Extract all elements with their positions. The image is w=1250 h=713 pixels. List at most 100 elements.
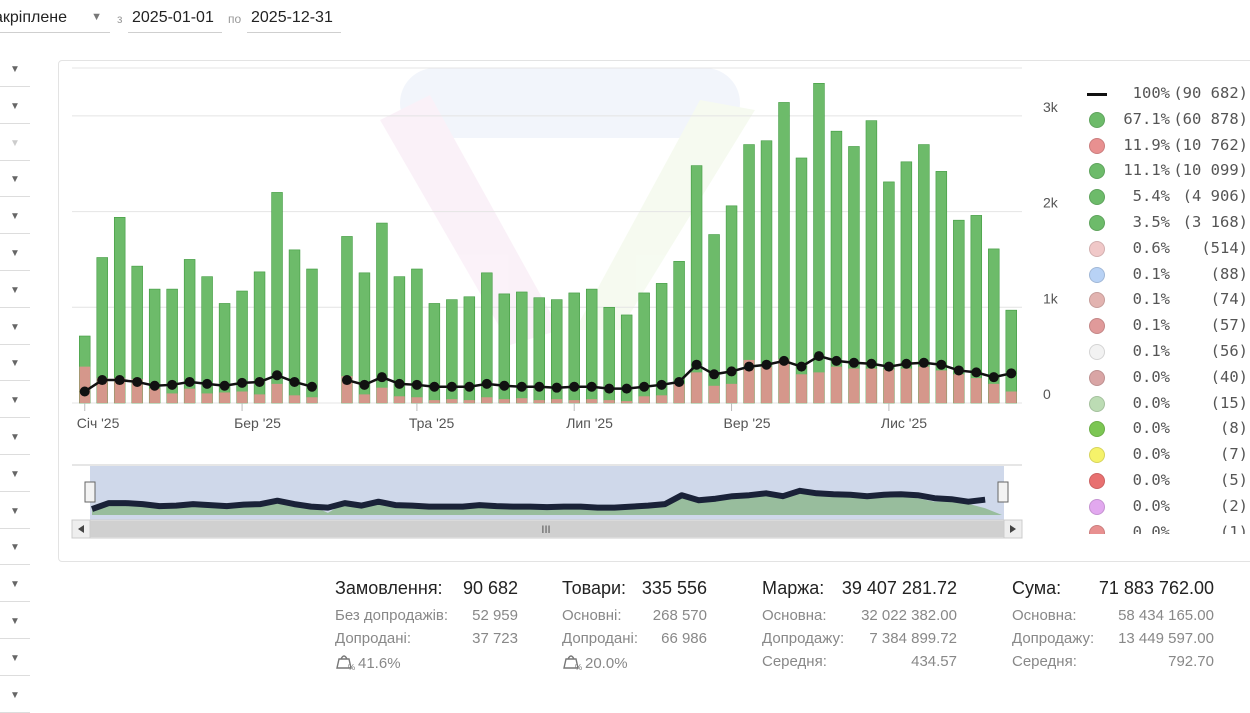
mode-select[interactable]: акріплене ▼ <box>0 6 110 33</box>
filter-select[interactable]: ▼ <box>0 50 30 87</box>
line-point[interactable] <box>691 359 702 370</box>
filter-select[interactable]: ▼ <box>0 160 30 198</box>
line-point[interactable] <box>604 383 615 394</box>
legend-item[interactable]: 11.9% (10 762) <box>1083 134 1250 160</box>
filter-select[interactable]: ▼ <box>0 492 30 529</box>
line-point[interactable] <box>953 365 964 376</box>
line-point[interactable] <box>569 381 580 392</box>
filter-select[interactable]: ▼ <box>0 639 30 676</box>
line-point[interactable] <box>726 366 737 377</box>
legend-item[interactable]: 0.0% (2) <box>1083 495 1250 521</box>
line-point[interactable] <box>883 361 894 372</box>
filter-select[interactable]: ▼ <box>0 234 30 271</box>
filter-select[interactable]: ▼ <box>0 344 30 382</box>
line-point[interactable] <box>656 379 667 390</box>
line-point[interactable] <box>534 381 545 392</box>
line-point[interactable] <box>376 372 387 383</box>
line-point[interactable] <box>761 359 772 370</box>
legend-count: (88) <box>1210 264 1248 283</box>
line-point[interactable] <box>184 376 195 387</box>
legend-item[interactable]: 0.0% (1) <box>1083 521 1250 534</box>
line-point[interactable] <box>237 377 248 388</box>
legend-item[interactable]: 0.6% (514) <box>1083 237 1250 263</box>
line-point[interactable] <box>219 380 230 391</box>
filter-select[interactable]: ▼ <box>0 602 30 639</box>
line-point[interactable] <box>411 379 422 390</box>
line-point[interactable] <box>202 378 213 389</box>
filter-select[interactable]: ▼ <box>0 271 30 308</box>
line-point[interactable] <box>586 381 597 392</box>
filter-select[interactable]: ▼ <box>0 418 30 455</box>
legend-item[interactable]: 0.0% (8) <box>1083 417 1250 443</box>
line-point[interactable] <box>1006 368 1017 379</box>
legend-item[interactable]: 11.1% (10 099) <box>1083 159 1250 185</box>
line-point[interactable] <box>796 361 807 372</box>
stat-label: Середня: <box>1012 653 1077 670</box>
line-point[interactable] <box>779 355 789 366</box>
legend-item[interactable]: 67.1% (60 878) <box>1083 108 1250 134</box>
scrollbar-thumb[interactable] <box>90 521 1004 537</box>
legend-item[interactable]: 0.1% (57) <box>1083 314 1250 340</box>
line-point[interactable] <box>901 358 912 369</box>
line-point[interactable] <box>272 370 283 381</box>
navigator-right-handle[interactable] <box>997 481 1009 503</box>
legend-item[interactable]: 3.5% (3 168) <box>1083 211 1250 237</box>
legend-item[interactable]: 0.1% (56) <box>1083 340 1250 366</box>
line-point[interactable] <box>516 381 527 392</box>
bar-upsell-segment <box>568 400 580 403</box>
filter-select[interactable]: ▼ <box>0 381 30 419</box>
filter-select[interactable]: ▼ <box>0 528 30 566</box>
line-point[interactable] <box>289 376 300 387</box>
line-point[interactable] <box>918 357 929 368</box>
line-point[interactable] <box>674 376 685 387</box>
legend-item[interactable]: 0.0% (7) <box>1083 443 1250 469</box>
line-point[interactable] <box>114 375 125 386</box>
line-point[interactable] <box>132 376 143 387</box>
line-point[interactable] <box>341 375 352 386</box>
legend-item[interactable]: 0.0% (5) <box>1083 469 1250 495</box>
to-date-input[interactable]: 2025-12-31 <box>247 6 341 33</box>
filter-select[interactable]: ▼ <box>0 124 30 161</box>
line-point[interactable] <box>831 355 842 366</box>
line-point[interactable] <box>254 376 265 387</box>
line-point[interactable] <box>551 382 562 393</box>
legend-item[interactable]: 0.1% (74) <box>1083 288 1250 314</box>
line-point[interactable] <box>359 379 370 390</box>
filter-select[interactable]: ▼ <box>0 87 30 124</box>
filter-select[interactable]: ▼ <box>0 455 30 492</box>
line-point[interactable] <box>621 383 632 394</box>
line-point[interactable] <box>167 379 178 390</box>
line-point[interactable] <box>639 381 650 392</box>
filter-select[interactable]: ▼ <box>0 308 30 345</box>
line-point[interactable] <box>79 386 90 397</box>
line-point[interactable] <box>307 381 317 392</box>
legend-item[interactable]: 0.0% (40) <box>1083 366 1250 392</box>
line-point[interactable] <box>429 381 440 392</box>
line-point[interactable] <box>481 378 492 389</box>
line-point[interactable] <box>97 375 108 386</box>
legend-item[interactable]: 5.4% (4 906) <box>1083 185 1250 211</box>
line-point[interactable] <box>866 358 877 369</box>
line-point[interactable] <box>936 359 947 370</box>
line-point[interactable] <box>813 351 824 362</box>
line-point[interactable] <box>446 381 457 392</box>
from-date-input[interactable]: 2025-01-01 <box>128 6 222 33</box>
range-navigator[interactable] <box>72 464 1022 520</box>
line-point[interactable] <box>149 380 160 391</box>
line-point[interactable] <box>848 357 859 368</box>
line-point[interactable] <box>744 361 755 372</box>
filter-select[interactable]: ▼ <box>0 197 30 235</box>
navigator-scrollbar[interactable]: III <box>71 519 1023 539</box>
bar[interactable] <box>1005 309 1017 404</box>
legend-item[interactable]: 100% (90 682) <box>1083 82 1250 108</box>
line-point[interactable] <box>394 378 405 389</box>
navigator-left-handle[interactable] <box>84 481 96 503</box>
legend-item[interactable]: 0.0% (15) <box>1083 392 1250 418</box>
filter-select[interactable]: ▼ <box>0 565 30 603</box>
legend-item[interactable]: 0.1% (88) <box>1083 263 1250 289</box>
line-point[interactable] <box>709 369 720 380</box>
line-point[interactable] <box>971 367 982 378</box>
line-point[interactable] <box>464 381 475 392</box>
line-point[interactable] <box>988 372 999 383</box>
line-point[interactable] <box>499 380 510 391</box>
